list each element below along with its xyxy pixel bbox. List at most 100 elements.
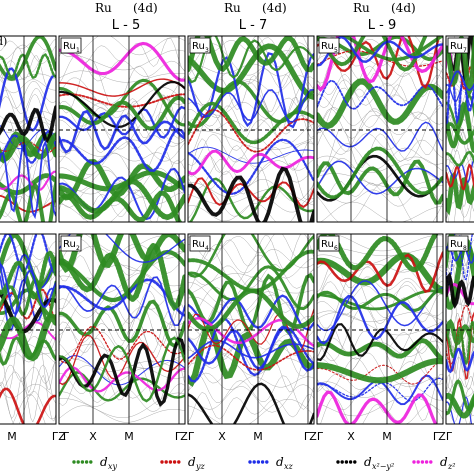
legend-label-sub: yz <box>195 462 206 471</box>
x-tick-labels: M Γ ZΓ X M Γ Z Γ X M Γ Z Γ X M Γ Z Γ <box>7 430 453 443</box>
legend-marker <box>164 460 168 464</box>
header-layer: L - 7 <box>239 18 267 33</box>
panel-r1-c5: Ru 7 <box>445 35 474 223</box>
orbital-band <box>446 122 474 145</box>
x-tick-label: M <box>382 430 392 443</box>
panel-frame <box>316 35 444 223</box>
orbital-band <box>317 78 443 130</box>
orbital-band <box>317 357 443 384</box>
x-tick-label: Z <box>58 430 66 443</box>
band-line <box>59 358 185 372</box>
orbital-band <box>188 43 314 100</box>
panel-frame <box>316 233 444 425</box>
legend-marker <box>353 460 357 464</box>
legend-marker <box>72 460 76 464</box>
column-header-2: Ru (4d) L - 7 <box>224 1 287 33</box>
band-line <box>446 344 474 388</box>
band-line <box>59 139 185 162</box>
panel-label-sub: 4 <box>205 245 209 252</box>
x-tick-label: Γ <box>52 430 59 443</box>
orbital-band <box>317 251 443 293</box>
orbital-band <box>446 150 474 167</box>
legend: d xy d yz d xz d x²−y² d z² <box>72 455 455 471</box>
band-line <box>188 294 314 328</box>
orbital-band <box>446 83 474 108</box>
legend-marker <box>348 460 353 464</box>
orbital-band <box>59 276 185 327</box>
orbital-band <box>317 36 428 72</box>
band-line <box>317 104 443 161</box>
panel-frame <box>58 233 186 425</box>
panel-label-box <box>189 235 211 252</box>
legend-label-sub: xy <box>108 462 118 471</box>
panel-frame <box>0 233 57 425</box>
x-tick-label: Γ <box>63 430 70 443</box>
panel-label-sub: 5 <box>334 47 338 54</box>
orbital-band <box>59 366 185 393</box>
panel-label-box <box>318 235 340 252</box>
band-line <box>446 185 474 213</box>
legend-marker <box>416 460 420 464</box>
band-line <box>188 374 314 410</box>
header-layer: L - 5 <box>112 18 140 33</box>
band-line <box>317 234 443 252</box>
band-line <box>317 396 443 417</box>
panel-frame <box>58 35 186 223</box>
orbital-band <box>446 271 474 309</box>
band-line <box>446 158 474 171</box>
orbital-band <box>317 121 443 152</box>
band-line <box>59 365 185 385</box>
band-line <box>317 87 443 134</box>
orbital-band <box>59 241 185 312</box>
x-tick-label: Γ <box>446 430 453 443</box>
legend-marker <box>177 460 181 464</box>
orbital-band <box>317 159 443 205</box>
x-tick-label: Γ <box>188 430 195 443</box>
orbital-band <box>59 178 185 221</box>
band-line <box>188 391 314 424</box>
legend-entry: d x²−y² <box>336 455 394 471</box>
panel-r2-c4: Ru 6 <box>316 233 444 425</box>
x-tick-label: Γ <box>304 430 311 443</box>
band-line <box>188 340 314 377</box>
orbital-band <box>188 101 314 145</box>
band-line <box>0 343 56 357</box>
orbital-band <box>446 396 473 424</box>
legend-marker <box>429 460 433 464</box>
orbital-band <box>0 105 56 144</box>
panel-frame <box>0 35 57 223</box>
legend-label: d <box>440 455 448 469</box>
band-line <box>446 114 474 134</box>
band-line <box>317 106 443 129</box>
orbital-band <box>188 317 314 383</box>
header-orbital: (4d) <box>262 1 287 15</box>
panel-label-sub: 1 <box>76 47 80 54</box>
band-line <box>59 146 185 187</box>
panel-r1-c4: Ru 5 <box>316 35 444 223</box>
band-line <box>59 70 185 83</box>
band-line <box>317 108 443 142</box>
orbital-band <box>59 234 185 263</box>
legend-entry: d xz <box>248 455 294 471</box>
legend-entry: d z² <box>412 455 455 471</box>
legend-marker <box>76 460 80 464</box>
band-line <box>0 93 56 125</box>
legend-entry: d yz <box>160 455 206 471</box>
legend-marker <box>256 460 261 464</box>
band-line <box>317 155 443 173</box>
panel-label-box <box>318 37 340 54</box>
x-tick-label: Γ <box>317 430 324 443</box>
band-line <box>320 201 443 222</box>
orbital-band <box>188 344 314 371</box>
legend-label: d <box>100 455 108 469</box>
orbital-band <box>340 36 443 62</box>
orbital-band <box>188 146 314 164</box>
orbital-band <box>188 138 314 195</box>
band-line <box>317 274 443 329</box>
x-tick-label: Γ <box>433 430 440 443</box>
band-line <box>188 74 314 112</box>
orbital-band <box>59 299 185 349</box>
band-line <box>188 399 314 424</box>
band-line <box>0 384 56 424</box>
